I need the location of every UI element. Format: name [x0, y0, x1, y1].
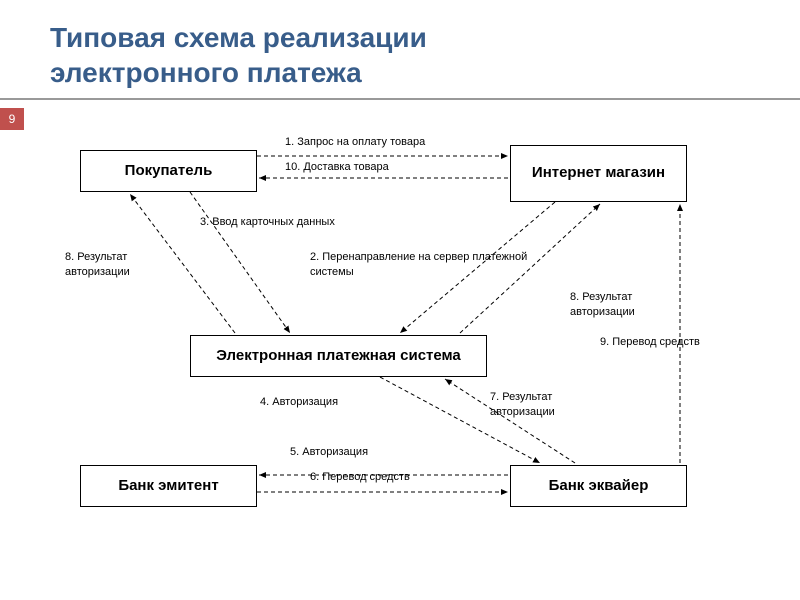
diagram-area: Покупатель Интернет магазин Электронная пл…: [0, 120, 800, 590]
title-line1: Типовая схема реализации: [50, 22, 427, 53]
label-l2: 2. Перенаправление на сервер платежной с…: [310, 250, 570, 281]
label-l4: 4. Авторизация: [260, 395, 338, 410]
label-l10: 10. Доставка товара: [285, 160, 389, 175]
box-eps: Электронная платежная система: [190, 335, 487, 377]
title-line2: электронного платежа: [50, 57, 362, 88]
label-l9: 9. Перевод средств: [600, 335, 700, 350]
label-l5: 5. Авторизация: [290, 445, 368, 460]
label-l8b: 8. Результат авторизации: [570, 290, 660, 321]
label-l7: 7. Результат авторизации: [490, 390, 580, 421]
box-buyer: Покупатель: [80, 150, 257, 192]
label-l1: 1. Запрос на оплату товара: [285, 135, 425, 150]
title-underline: [0, 98, 800, 100]
box-acquirer: Банк эквайер: [510, 465, 687, 507]
label-l8a: 8. Результат авторизации: [65, 250, 155, 281]
label-l6: 6. Перевод средств: [310, 470, 410, 485]
box-shop: Интернет магазин: [510, 145, 687, 202]
box-emitter: Банк эмитент: [80, 465, 257, 507]
label-l3: 3. Ввод карточных данных: [200, 215, 335, 230]
slide-title: Типовая схема реализации электронного пл…: [0, 0, 800, 90]
